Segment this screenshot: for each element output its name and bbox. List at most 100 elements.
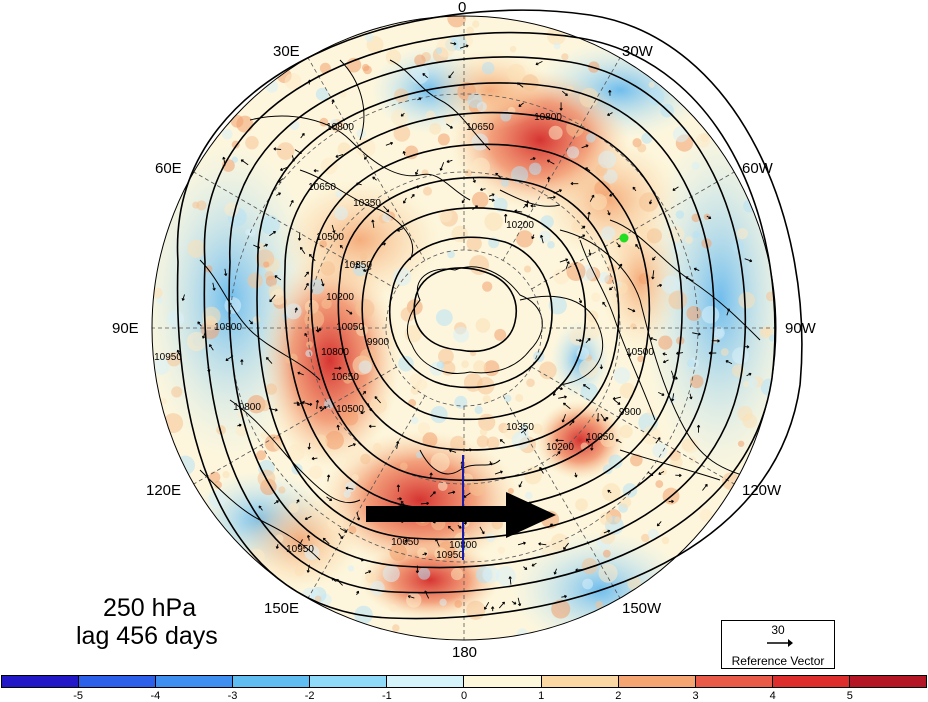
shading-patch bbox=[305, 349, 313, 358]
shading-patch bbox=[690, 374, 704, 389]
wind-vector bbox=[212, 282, 216, 291]
shading-patch bbox=[590, 193, 608, 211]
shading-patch bbox=[392, 624, 400, 632]
shading-patch bbox=[594, 180, 611, 197]
shading-patch bbox=[561, 53, 569, 61]
shading-patch bbox=[410, 416, 419, 425]
colorbar-segment bbox=[541, 676, 619, 687]
shading-patch bbox=[582, 321, 601, 340]
wind-vector bbox=[415, 169, 419, 175]
colorbar bbox=[1, 675, 927, 688]
contour-label: 10650 bbox=[466, 122, 494, 133]
wind-vector bbox=[520, 428, 527, 434]
shading-patch bbox=[482, 395, 491, 404]
shading-patch bbox=[580, 383, 599, 401]
wind-vector bbox=[429, 472, 433, 479]
shading-patch bbox=[598, 563, 618, 583]
wind-vector bbox=[304, 271, 309, 278]
wind-vector bbox=[338, 533, 344, 540]
wind-vector bbox=[578, 234, 586, 239]
shading-patch bbox=[648, 81, 655, 88]
contour-label: 10200 bbox=[506, 220, 534, 231]
colorbar-tick-label: 5 bbox=[846, 690, 853, 702]
colorbar-segment bbox=[310, 676, 388, 687]
wind-vector bbox=[494, 470, 503, 475]
colorbar-tick-label: 1 bbox=[538, 690, 545, 702]
wind-vector bbox=[265, 357, 273, 364]
shading-patch bbox=[351, 474, 359, 482]
wind-vector bbox=[374, 396, 382, 404]
wind-vector bbox=[297, 232, 302, 241]
shading-patch bbox=[284, 72, 302, 90]
shading-patch bbox=[359, 253, 368, 261]
wind-vector bbox=[294, 149, 302, 155]
shading-patch bbox=[294, 567, 305, 577]
wind-vector bbox=[364, 570, 372, 574]
wind-vector bbox=[590, 444, 594, 451]
wind-vector bbox=[298, 539, 303, 548]
shading-patch bbox=[553, 268, 570, 285]
wind-vector bbox=[396, 228, 404, 232]
shading-patch bbox=[370, 580, 385, 596]
shading-patch bbox=[586, 133, 596, 143]
shading-patch bbox=[247, 272, 263, 289]
shading-patch bbox=[365, 572, 377, 584]
contour-label: 10800 bbox=[233, 402, 261, 413]
shading-patch bbox=[511, 431, 530, 450]
contour-label: 10350 bbox=[353, 198, 381, 209]
contour-label: 10500 bbox=[336, 404, 364, 415]
colorbar-segment bbox=[849, 676, 926, 687]
wind-vector bbox=[523, 203, 528, 209]
shading-patch bbox=[466, 235, 482, 252]
reference-vector-magnitude: 30 bbox=[771, 623, 785, 637]
shading-patch bbox=[528, 162, 542, 176]
shading-patch bbox=[759, 326, 772, 339]
shading-patch bbox=[668, 225, 685, 243]
wind-vector bbox=[448, 490, 456, 494]
shading-patch bbox=[450, 435, 466, 452]
wind-vector bbox=[402, 150, 406, 156]
shading-patch bbox=[586, 310, 599, 323]
shading-patch bbox=[230, 114, 244, 128]
wind-vector bbox=[746, 372, 752, 377]
shading-patch bbox=[437, 133, 450, 146]
shading-patch bbox=[608, 454, 623, 469]
shading-patch bbox=[736, 227, 748, 240]
wind-vector bbox=[319, 406, 325, 410]
shading-patch bbox=[392, 267, 412, 286]
shading-patch bbox=[619, 496, 632, 508]
shading-patch bbox=[742, 380, 750, 388]
wind-vector bbox=[616, 242, 621, 248]
shading-patch bbox=[393, 124, 411, 142]
shading-patch bbox=[466, 26, 475, 35]
wind-vector bbox=[655, 437, 661, 444]
wind-vector bbox=[207, 367, 211, 373]
shading-patch bbox=[304, 309, 325, 330]
wind-vector bbox=[498, 601, 505, 609]
wind-vector bbox=[578, 297, 583, 304]
wind-vector bbox=[531, 234, 535, 240]
shading-patch bbox=[385, 49, 402, 65]
wind-vector bbox=[397, 497, 402, 501]
wind-vector bbox=[602, 301, 607, 308]
shading-patch bbox=[422, 432, 438, 448]
shading-patch bbox=[695, 133, 711, 148]
wind-vector bbox=[383, 205, 390, 213]
wind-vector bbox=[430, 491, 436, 498]
wind-vector bbox=[662, 359, 669, 364]
shading-patch bbox=[256, 450, 267, 461]
wind-vector bbox=[447, 525, 454, 532]
shading-patch bbox=[630, 453, 643, 467]
shading-patch bbox=[576, 347, 590, 360]
wind-vector bbox=[559, 102, 563, 111]
wind-vector bbox=[488, 193, 495, 197]
shading-patch bbox=[641, 425, 661, 445]
shading-patch bbox=[525, 491, 533, 500]
reference-arrow-icon bbox=[767, 639, 793, 647]
wind-vector bbox=[744, 345, 750, 349]
shading-patch bbox=[472, 20, 480, 28]
wind-vector bbox=[517, 541, 526, 546]
wind-vector bbox=[439, 162, 445, 171]
shading-patch bbox=[685, 236, 693, 244]
wind-vector bbox=[574, 472, 578, 478]
